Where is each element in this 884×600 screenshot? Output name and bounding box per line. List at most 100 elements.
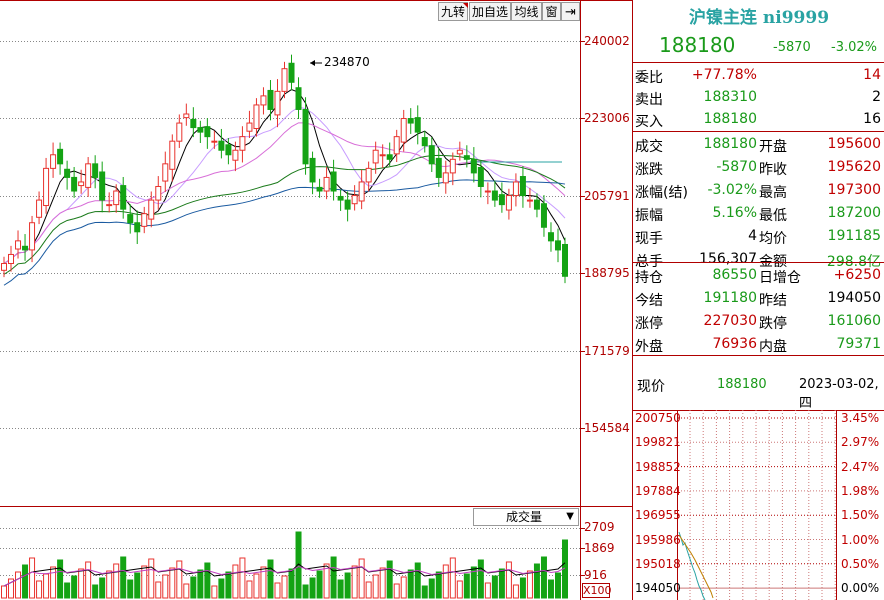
- volume-bar: [232, 564, 239, 599]
- candle-body: [78, 181, 85, 187]
- price-change-pct: -3.02%: [831, 40, 877, 55]
- kline-chart[interactable]: [0, 0, 632, 600]
- candle-body: [421, 137, 428, 147]
- volume-bar: [491, 575, 498, 599]
- volume-bar: [225, 571, 232, 599]
- candle-body: [204, 126, 211, 138]
- quote-row: 涨停 227030 跌停 161060: [633, 310, 884, 333]
- candle-body: [1, 263, 7, 271]
- candle-body: [71, 176, 78, 192]
- volume-axis-label: 2709: [584, 520, 615, 534]
- price-axis-label: 171579: [584, 344, 630, 358]
- quote-value: 79371: [836, 336, 881, 352]
- quote-label: 最高: [759, 185, 787, 201]
- volume-bar: [113, 563, 120, 599]
- volume-indicator-select[interactable]: 成交量 ▼: [473, 508, 579, 526]
- volume-bar: [330, 556, 337, 599]
- candle-body: [323, 176, 330, 192]
- candle-body: [358, 181, 365, 202]
- volume-bar: [204, 562, 211, 599]
- volume-bar: [78, 568, 85, 599]
- quote-value: 16: [863, 111, 881, 127]
- candle-body: [407, 118, 414, 124]
- volume-bar: [120, 556, 127, 599]
- quote-label: 今结: [635, 293, 663, 309]
- volume-bar: [526, 570, 533, 599]
- dropdown-arrow-icon: ▼: [566, 511, 574, 522]
- volume-bar: [8, 578, 15, 599]
- volume-bar: [22, 564, 29, 599]
- candle-body: [547, 232, 554, 242]
- volume-bar: [407, 569, 414, 599]
- candle-body: [169, 140, 176, 170]
- quote-value: 5.16%: [712, 205, 757, 221]
- collapse-panel-icon[interactable]: ⇥: [561, 2, 580, 21]
- quote-label: 均价: [759, 231, 787, 247]
- candle-body: [316, 186, 323, 192]
- candle-body: [562, 243, 568, 277]
- jiuzhuan-button[interactable]: 九转: [438, 2, 468, 21]
- candle-body: [288, 62, 295, 83]
- quote-value: +77.78%: [691, 67, 757, 83]
- volume-bar: [141, 565, 148, 599]
- volume-bar: [323, 563, 330, 599]
- mini-pct-label: 1.00%: [841, 532, 880, 547]
- window-button[interactable]: 窗: [542, 2, 561, 21]
- candle-body: [64, 168, 71, 178]
- volume-unit-badge: X100: [582, 583, 612, 598]
- quote-value: 2: [872, 89, 881, 105]
- volume-bar: [169, 567, 176, 599]
- volume-bar: [295, 531, 302, 599]
- volume-bar: [1, 585, 7, 599]
- candle-body: [232, 149, 239, 161]
- quote-label: 买入: [635, 114, 663, 130]
- quote-row: 振幅 5.16% 最低 187200: [633, 202, 884, 225]
- candle-body: [540, 203, 547, 228]
- candle-body: [176, 122, 183, 142]
- mini-pct-label: 1.98%: [841, 483, 880, 498]
- quote-row: 今结 191180 昨结 194050: [633, 287, 884, 310]
- volume-bar: [316, 570, 323, 599]
- volume-bar: [288, 568, 295, 599]
- quote-value: 76936: [712, 336, 757, 352]
- volume-axis-label: 916: [584, 568, 607, 582]
- ma-line-10: [3, 106, 566, 264]
- volume-bar: [155, 581, 162, 599]
- intraday-mini-chart[interactable]: [633, 410, 884, 600]
- mini-price-label: 200750: [635, 411, 681, 425]
- candle-body: [22, 245, 29, 251]
- candle-body: [372, 149, 379, 164]
- volume-bar: [71, 575, 78, 599]
- price-axis-label: 205791: [584, 189, 630, 203]
- contract-title: 沪镍主连 ni9999: [688, 8, 830, 28]
- add-favorite-button[interactable]: 加自选: [469, 2, 511, 21]
- candle-body: [92, 163, 99, 178]
- volume-bar: [484, 582, 491, 599]
- candle-body: [379, 154, 386, 157]
- volume-bar: [372, 574, 379, 599]
- candle-body: [519, 176, 526, 197]
- candle-body: [106, 204, 113, 207]
- current-price-value: 188180: [717, 377, 767, 392]
- current-date: 2023-03-02,四: [799, 377, 879, 411]
- mini-pct-label: 0.50%: [841, 556, 880, 571]
- volume-bar: [92, 584, 99, 599]
- volume-bar: [519, 577, 526, 599]
- candle-body: [183, 113, 190, 119]
- moving-average-button[interactable]: 均线: [511, 2, 542, 21]
- volume-bar: [505, 561, 512, 599]
- candle-body: [477, 166, 484, 187]
- candle-body: [148, 199, 155, 220]
- candle-body: [484, 190, 491, 193]
- volume-bar: [498, 568, 505, 599]
- jiuzhuan-marker-icon: [463, 3, 468, 8]
- candle-body: [15, 240, 22, 250]
- candle-body: [85, 163, 92, 188]
- quote-value: 188180: [703, 111, 757, 127]
- volume-bar: [309, 577, 316, 599]
- candle-body: [470, 158, 477, 174]
- quote-label: 持仓: [635, 270, 663, 286]
- candle-body: [526, 199, 533, 202]
- quote-panel: 沪镍主连 ni9999 188180 -5870 -3.02% 委比 +77.78…: [632, 0, 884, 600]
- volume-bar: [477, 559, 484, 599]
